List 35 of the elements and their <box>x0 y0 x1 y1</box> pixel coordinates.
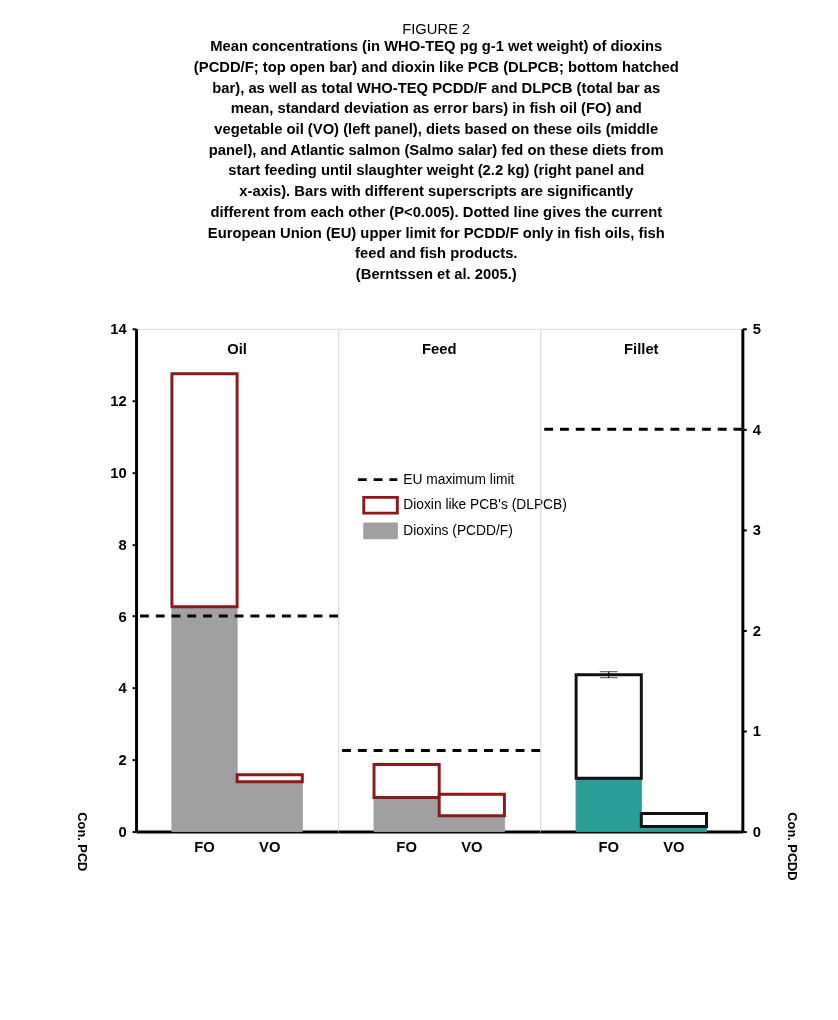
x-tick-label: VO <box>663 838 685 855</box>
caption: FIGURE 2 <box>402 20 471 37</box>
y-tick-label: 14 <box>110 321 128 338</box>
y2-tick-label: 0 <box>752 824 761 841</box>
y2-tick-label: 4 <box>752 421 762 438</box>
y-tick-label: 6 <box>118 608 127 625</box>
text: Oil <box>227 341 247 358</box>
bar <box>639 812 708 829</box>
x-tick-label: VO <box>259 838 281 855</box>
x-tick-label: FO <box>194 838 215 855</box>
y-tick-label: 12 <box>110 393 127 410</box>
y2-axis-title: Con. PCDD <box>785 812 801 881</box>
x-tick-label: VO <box>461 838 483 855</box>
legend-label: EU maximum limit <box>403 471 515 487</box>
y2-tick-label: 1 <box>752 723 761 740</box>
bar <box>574 673 643 780</box>
y-tick-label: 10 <box>110 464 127 481</box>
x-tick-label: FO <box>598 838 619 855</box>
text: (Berntssen et al. 2005.) <box>355 266 517 282</box>
y2-tick-label: 3 <box>752 522 761 539</box>
y2-tick-label: 5 <box>752 321 761 338</box>
bar <box>235 773 304 784</box>
text: Feed <box>421 341 457 358</box>
y2-tick-label: 2 <box>752 622 761 639</box>
y-tick-label: 8 <box>118 536 127 553</box>
x-tick-label: FO <box>396 838 417 855</box>
text: Mean concentrations (in WHO-TEQ pg g-1 wet weight) of dioxins (PCDD/F; top open bar) and dioxin like PCB (DLPCB; bottom hatched bar), as well as total WHO-TEQ PCDD/F and DLPCB (total bar as mean, standard deviation as error bars) in fish oil (FO) and vegetable oil (VO) (left panel), diets based on these oils (middle panel), and Atlantic salmon (Salmo salar) fed on these diets from start feeding until slaughter weight (2.2 kg) (right panel and x-axis). Bars with different superscripts are significantly different from each other (P<0.005). Dotted line gives the current European Union (EU) upper limit for PCDD/F only in fish oils, fish feed and fish products. <box>193 38 679 262</box>
y-tick-label: 2 <box>118 752 127 769</box>
y-axis-title: Con. PCD <box>75 812 91 872</box>
legend-label: Dioxins (PCDD/F) <box>403 522 513 538</box>
text: Fillet <box>624 341 659 358</box>
y-tick-label: 4 <box>118 680 128 697</box>
legend-label: Dioxin like PCB's (DLPCB) <box>403 497 567 513</box>
bar <box>170 372 239 609</box>
y-tick-label: 0 <box>118 824 127 841</box>
